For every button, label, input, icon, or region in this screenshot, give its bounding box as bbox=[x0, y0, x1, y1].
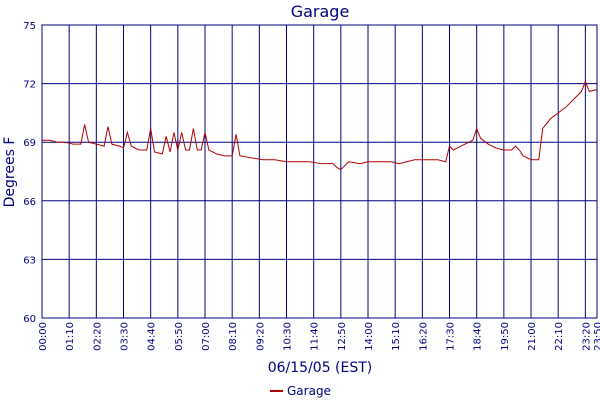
x-tick-label: 21:00 bbox=[527, 322, 538, 351]
x-tick-label: 05:50 bbox=[174, 322, 185, 351]
x-tick-label: 08:10 bbox=[228, 322, 239, 351]
x-tick-label: 17:30 bbox=[446, 322, 457, 351]
chart-title: Garage bbox=[291, 2, 350, 21]
x-tick-label: 18:40 bbox=[473, 322, 484, 351]
plot-area bbox=[41, 24, 598, 319]
x-tick-label: 14:00 bbox=[364, 322, 375, 351]
x-tick-label: 01:10 bbox=[65, 322, 76, 351]
x-tick-label: 04:40 bbox=[147, 322, 158, 351]
x-tick-label: 00:00 bbox=[38, 322, 49, 351]
y-tick-label: 66 bbox=[23, 197, 36, 208]
x-axis-label: 06/15/05 (EST) bbox=[268, 360, 373, 376]
data-line bbox=[42, 80, 598, 171]
x-tick-label: 11:40 bbox=[310, 322, 321, 351]
x-tick-label: 23:50 bbox=[593, 322, 600, 351]
y-axis-label: Degrees F bbox=[2, 137, 18, 208]
x-tick-label: 09:20 bbox=[255, 322, 266, 351]
y-tick-label: 60 bbox=[23, 314, 36, 325]
x-tick-label: 10:30 bbox=[283, 322, 294, 351]
x-tick-label: 19:50 bbox=[500, 322, 511, 351]
y-tick-label: 63 bbox=[23, 255, 36, 266]
y-tick-label: 69 bbox=[23, 138, 36, 149]
x-tick-label: 03:30 bbox=[120, 322, 131, 351]
x-tick-label: 23:20 bbox=[581, 322, 592, 351]
x-tick-label: 02:20 bbox=[92, 322, 103, 351]
y-tick-label: 75 bbox=[23, 21, 36, 32]
x-tick-label: 15:10 bbox=[391, 322, 402, 351]
x-tick-label: 22:10 bbox=[554, 322, 565, 351]
x-tick-label: 07:00 bbox=[201, 322, 212, 351]
x-tick-label: 12:50 bbox=[337, 322, 348, 351]
y-tick-label: 72 bbox=[23, 80, 36, 91]
x-tick-label: 16:20 bbox=[418, 322, 429, 351]
legend-label: Garage bbox=[287, 384, 331, 398]
